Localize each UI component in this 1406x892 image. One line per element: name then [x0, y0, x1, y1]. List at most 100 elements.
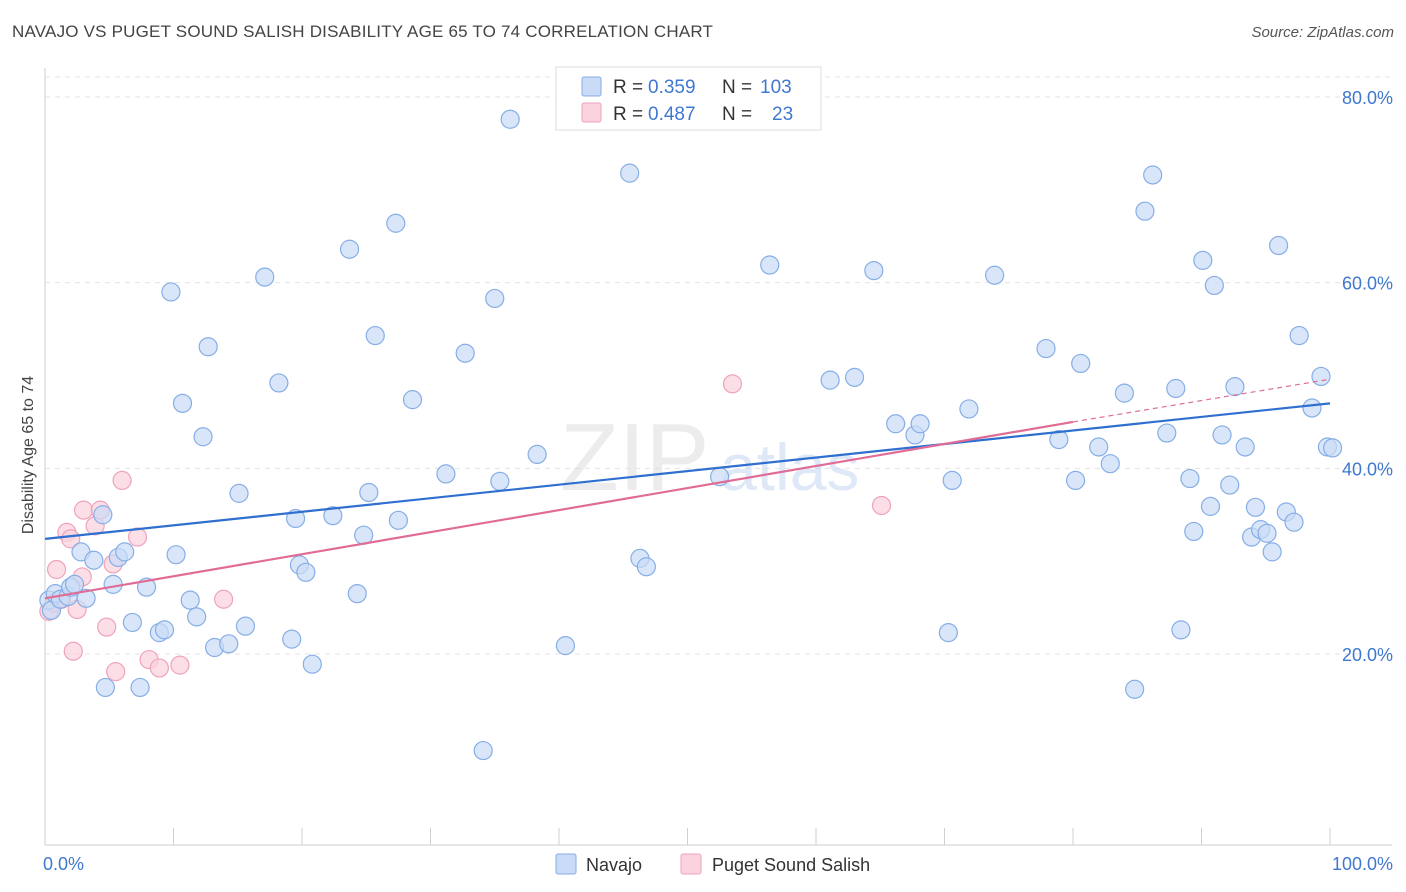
navajo-point [636, 557, 656, 577]
navajo-point [527, 444, 547, 465]
legend-n-label-salish: N = [722, 104, 752, 125]
navajo-point [219, 634, 239, 654]
navajo-point [455, 343, 475, 363]
navajo-point [1193, 250, 1213, 270]
navajo-point [1284, 512, 1304, 532]
salish-point [722, 374, 743, 394]
trend-lines [44, 378, 1331, 600]
salish-point [112, 470, 132, 491]
y-tick-label: 60.0% [1342, 274, 1393, 294]
navajo-point [255, 267, 275, 287]
legend-r-value-salish: 0.487 [648, 104, 696, 125]
navajo-point [130, 677, 150, 698]
navajo-point [172, 393, 193, 413]
y-axis-label: Disability Age 65 to 74 [20, 376, 37, 534]
x-tick-label-max: 100.0% [1332, 854, 1393, 874]
navajo-point [323, 506, 343, 526]
navajo-point [161, 282, 181, 302]
navajo-point [198, 337, 218, 357]
navajo-point [1225, 377, 1245, 397]
navajo-point [388, 510, 408, 530]
navajo-point [436, 464, 456, 484]
navajo-point [1245, 497, 1266, 517]
navajo-point [359, 482, 379, 503]
navajo-point [1065, 470, 1086, 491]
legend-n-label-navajo: N = [722, 77, 752, 98]
salish-point [149, 658, 169, 678]
navajo-point [942, 470, 962, 491]
navajo-point [938, 623, 958, 643]
x-tick-label-min: 0.0% [43, 854, 84, 874]
navajo-point [1135, 201, 1155, 221]
navajo-point [386, 213, 406, 233]
salish-point [97, 617, 117, 637]
navajo-point [1143, 165, 1163, 185]
navajo-point [1114, 383, 1135, 403]
navajo-point [844, 367, 865, 387]
legend-bottom-label-navajo: Navajo [586, 855, 642, 875]
navajo-point [1184, 521, 1204, 542]
navajo-point [229, 483, 249, 503]
legend-swatch-salish [581, 102, 602, 123]
navajo-point [485, 288, 505, 309]
navajo-point [820, 370, 840, 390]
navajo-point [1302, 398, 1322, 418]
salish-point [106, 662, 126, 682]
legend-r-label-navajo: R = [613, 77, 643, 98]
navajo-point [95, 677, 115, 698]
navajo-point [302, 654, 322, 674]
legend-r-label-salish: R = [613, 104, 643, 125]
navajo-point [1311, 366, 1331, 387]
navajo-point [122, 612, 142, 633]
y-tick-label: 40.0% [1342, 459, 1393, 479]
navajo-point [1212, 425, 1232, 445]
salish-point [46, 559, 67, 580]
navajo-point [1257, 523, 1277, 543]
navajo-point [269, 373, 289, 393]
navajo-point [180, 590, 200, 610]
navajo-point [365, 325, 385, 346]
salish-point [871, 495, 892, 516]
salish-trend-extension [1072, 378, 1331, 423]
navajo-point [1322, 438, 1343, 458]
navajo-point [760, 255, 780, 275]
navajo-point [402, 390, 423, 410]
salish-point [214, 589, 234, 609]
navajo-point [235, 616, 256, 636]
legend-bottom-label-salish: Puget Sound Salish [712, 855, 870, 875]
correlation-legend: R = 0.359 N = 103 R = 0.487 N = 23 [555, 66, 822, 131]
legend-bottom-swatch-navajo [555, 853, 577, 875]
navajo-point [959, 399, 979, 419]
navajo-point [1235, 437, 1255, 457]
legend-swatch-navajo [581, 76, 602, 97]
series-legend: Navajo Puget Sound Salish [555, 853, 870, 875]
navajo-point [500, 109, 520, 129]
salish-point [170, 655, 190, 675]
navajo-point [1166, 378, 1186, 399]
navajo-point [620, 163, 640, 183]
navajo-point [154, 620, 175, 640]
navajo-point [193, 427, 213, 447]
navajo-point [1268, 235, 1289, 256]
navajo-point [985, 265, 1005, 285]
watermark-zip: ZIP [560, 404, 709, 511]
chart-title: NAVAJO VS PUGET SOUND SALISH DISABILITY … [12, 22, 714, 41]
navajo-point [864, 260, 884, 281]
navajo-point [555, 636, 576, 656]
navajo-point [76, 588, 96, 608]
salish-point [61, 529, 81, 549]
navajo-point [1089, 437, 1109, 457]
navajo-point [1262, 542, 1282, 562]
salish-trend-line [44, 420, 1074, 600]
navajo-point [1036, 338, 1056, 359]
navajo-point [1180, 468, 1200, 489]
navajo-point [886, 414, 906, 434]
navajo-point [1171, 620, 1191, 640]
navajo-point [166, 545, 186, 565]
navajo-point [84, 550, 104, 570]
navajo-point [473, 740, 493, 761]
salish-point [73, 500, 94, 520]
navajo-point [1049, 429, 1069, 450]
